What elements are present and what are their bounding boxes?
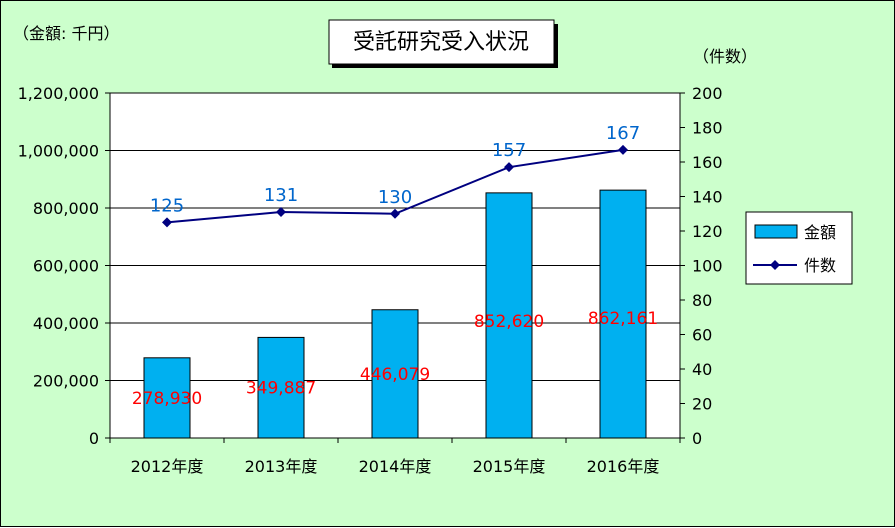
bar-value-label: 852,620 xyxy=(474,312,544,332)
bar xyxy=(143,357,191,439)
legend-box xyxy=(745,211,853,285)
count-marker xyxy=(504,162,514,173)
y-tick-label: 200,000 xyxy=(33,372,99,391)
line-layer xyxy=(162,144,628,228)
count-value-label: 167 xyxy=(606,123,640,144)
labels-layer: 278,930 349,887 446,079 852,620 862,161 125 13… xyxy=(132,123,658,409)
y-axis-label: （金額: 千円） xyxy=(13,24,119,43)
x-tick-label: 2016年度 xyxy=(587,457,660,476)
y2-tick-label: 80 xyxy=(692,291,712,310)
y-tick-label: 400,000 xyxy=(33,314,99,333)
count-marker xyxy=(390,208,400,219)
count-value-label: 130 xyxy=(378,187,412,208)
bar xyxy=(371,309,419,439)
y2-tick-label: 0 xyxy=(692,429,702,448)
count-marker xyxy=(618,144,628,155)
bar-value-label: 862,161 xyxy=(588,309,658,329)
axes-layer: 0 200,000 400,000 600,000 800,000 1,000,000 1,… xyxy=(18,84,723,476)
count-marker xyxy=(276,207,286,218)
y-tick-label: 800,000 xyxy=(33,199,99,218)
count-value-label: 131 xyxy=(264,185,298,206)
count-value-label: 157 xyxy=(492,140,526,161)
legend-marker-swatch xyxy=(770,260,780,270)
y2-tick-label: 20 xyxy=(692,395,712,414)
y2-tick-label: 100 xyxy=(692,257,723,276)
x-tick-label: 2015年度 xyxy=(473,457,546,476)
y2-tick-label: 120 xyxy=(692,222,723,241)
bar-value-label: 349,887 xyxy=(246,379,316,399)
y2-tick-label: 160 xyxy=(692,153,723,172)
legend: 金額 件数 xyxy=(745,211,853,285)
legend-label-amount: 金額 xyxy=(804,223,836,242)
bar-value-label: 446,079 xyxy=(360,365,430,385)
title-box xyxy=(328,19,555,65)
y2-tick-label: 200 xyxy=(692,84,723,103)
y2-tick-label: 180 xyxy=(692,119,723,138)
bar xyxy=(257,336,305,439)
y2-tick-label: 60 xyxy=(692,326,712,345)
x-tick-label: 2012年度 xyxy=(131,457,204,476)
count-marker xyxy=(162,217,172,228)
y2-axis-label: （件数） xyxy=(693,47,757,66)
y-tick-label: 1,000,000 xyxy=(18,142,99,161)
y-tick-label: 0 xyxy=(89,429,99,448)
chart-title: 受託研究受入状況 xyxy=(353,30,529,55)
legend-bar-swatch xyxy=(754,224,798,239)
x-tick-label: 2014年度 xyxy=(359,457,432,476)
y2-tick-label: 140 xyxy=(692,188,723,207)
x-tick-label: 2013年度 xyxy=(245,457,318,476)
y2-tick-label: 40 xyxy=(692,360,712,379)
bar-value-label: 278,930 xyxy=(132,389,202,409)
y-tick-label: 600,000 xyxy=(33,257,99,276)
legend-label-count: 件数 xyxy=(804,256,836,275)
count-value-label: 125 xyxy=(150,195,184,216)
y-tick-label: 1,200,000 xyxy=(18,84,99,103)
